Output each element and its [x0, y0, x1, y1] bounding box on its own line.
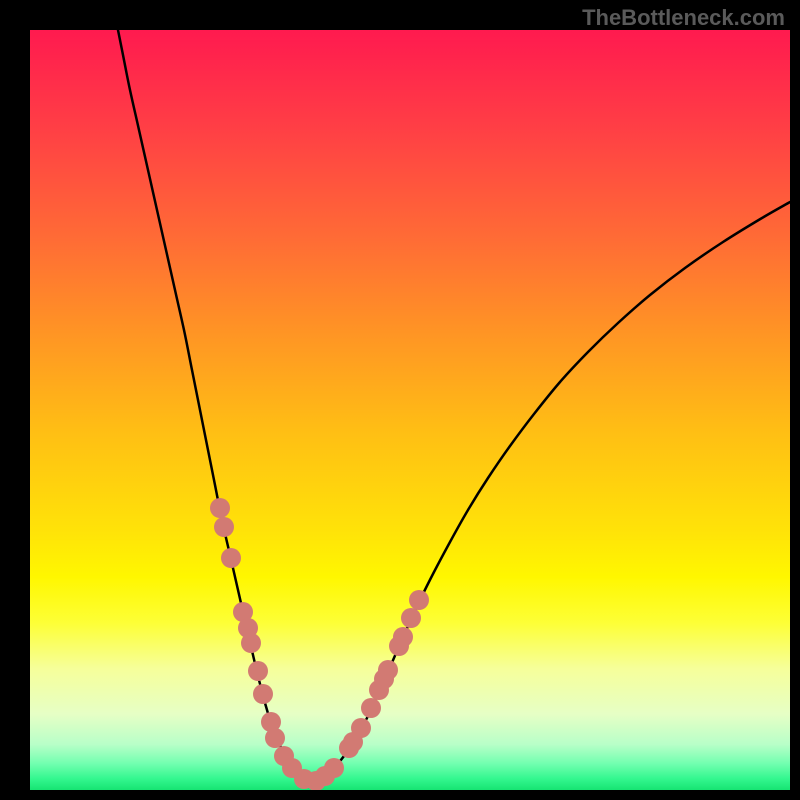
chart-plot-area	[30, 30, 790, 790]
sample-marker	[409, 590, 429, 610]
sample-marker	[361, 698, 381, 718]
chart-svg	[30, 30, 790, 790]
sample-marker	[393, 627, 413, 647]
sample-marker	[265, 728, 285, 748]
sample-marker	[210, 498, 230, 518]
sample-marker	[351, 718, 371, 738]
sample-marker	[248, 661, 268, 681]
sample-marker	[253, 684, 273, 704]
sample-marker	[401, 608, 421, 628]
watermark-text: TheBottleneck.com	[582, 5, 785, 31]
frame-border-right	[790, 0, 800, 800]
sample-marker	[378, 660, 398, 680]
sample-marker	[324, 758, 344, 778]
sample-marker	[221, 548, 241, 568]
chart-background	[30, 30, 790, 790]
frame-border-left	[0, 0, 30, 800]
frame-border-bottom	[0, 790, 800, 800]
sample-marker	[214, 517, 234, 537]
sample-marker	[241, 633, 261, 653]
